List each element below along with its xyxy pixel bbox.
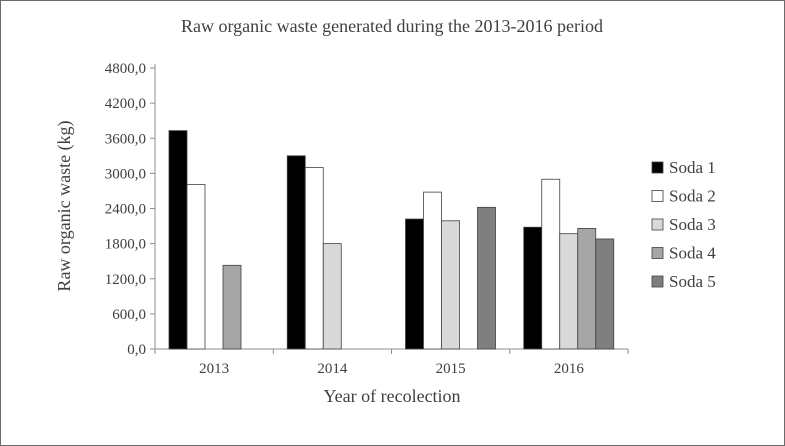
bar-soda-4 [222,264,242,350]
legend-swatch [651,218,664,231]
x-tick-label: 2015 [436,361,466,377]
y-tick-label: 1800,0 [105,237,146,253]
y-tick-label: 4200,0 [105,96,146,112]
bar-soda-3 [441,220,460,350]
bar-soda-2 [423,191,442,350]
legend-swatch [651,190,664,202]
y-tick-label: 4800,0 [105,61,146,77]
bar-soda-4 [577,228,597,350]
y-tick-label: 3000,0 [105,166,146,182]
x-tick-label: 2014 [317,361,348,377]
legend: Soda 1 Soda 2 Soda 3 Soda 4 Soda 5 [651,158,716,291]
bar-soda-2 [304,167,324,350]
x-tick-label: 2013 [199,361,229,377]
bar-soda-2 [186,184,206,350]
legend-label: Soda 5 [669,272,716,291]
legend-swatch [651,247,664,259]
y-tick-label: 1200,0 [105,272,146,288]
bar-soda-1 [523,226,543,350]
x-tick-label: 2016 [554,361,585,377]
legend-label: Soda 3 [669,215,716,234]
y-tick-label: 2400,0 [105,202,146,218]
y-tick-label: 3600,0 [105,131,146,147]
y-tick-label: 600,0 [112,307,146,323]
legend-swatch [651,275,664,288]
x-axis-label: Year of recolection [323,386,460,406]
legend-label: Soda 4 [669,244,716,263]
legend-label: Soda 2 [669,187,716,206]
bar-soda-1 [286,155,306,350]
bar-soda-1 [405,218,424,350]
y-tick-label: 0,0 [127,342,146,358]
plot-area: 0,0 600,0 1200,0 1800,0 2400,0 3000,0 3600,0 42… [105,61,629,377]
bar-soda-1 [168,130,188,350]
chart-title: Raw organic waste generated during the 2… [181,16,603,36]
bar-soda-5 [477,206,496,350]
legend-label: Soda 1 [669,158,716,177]
bar-soda-3 [559,233,579,350]
y-axis-label: Raw organic waste (kg) [54,120,75,291]
legend-swatch [651,161,664,174]
bar-soda-2 [541,178,561,350]
bar-soda-5 [595,238,615,350]
bar-soda-3 [322,243,342,350]
